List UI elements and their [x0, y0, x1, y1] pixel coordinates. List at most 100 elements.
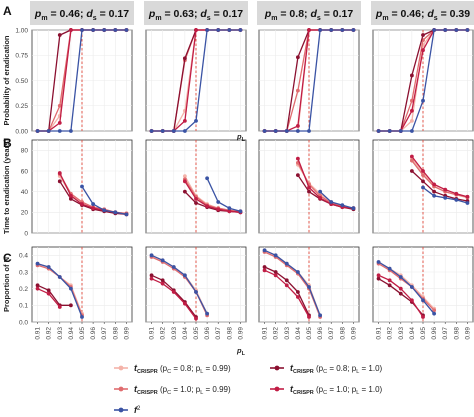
- strip-ds-symbol: d: [310, 8, 317, 20]
- data-point-f2: [307, 285, 311, 289]
- panel-C-facet-2: 0.91 0.92 0.93 0.94 0.95 0.96 0.97 0.98 0.99: [145, 246, 247, 340]
- data-point-tc_1.0_1.0: [398, 286, 403, 291]
- strip-ds-sub: s: [317, 15, 321, 22]
- legend-label: f2: [134, 405, 141, 415]
- data-point-tc_1.0_1.0: [409, 108, 414, 113]
- strip-pm-sub: m: [41, 15, 47, 22]
- data-point-f2: [387, 129, 392, 133]
- strip-ds-sub: s: [93, 15, 97, 22]
- data-point-tc_0.8_1.0: [57, 33, 62, 37]
- legend-pc-val: = 0.8; p: [171, 364, 201, 373]
- data-point-tc_0.8_1.0: [295, 290, 300, 294]
- panel-B-facet-3: [258, 139, 360, 234]
- data-point-f2: [102, 208, 107, 213]
- strip-pm-symbol: p: [264, 8, 272, 20]
- data-point-tc_1.0_1.0: [57, 171, 62, 175]
- data-point-tc_1.0_1.0: [171, 290, 176, 294]
- data-point-f2: [340, 28, 345, 32]
- x-tick-label: 0.99: [123, 327, 130, 340]
- data-point-f2: [113, 28, 118, 32]
- data-point-f2: [205, 311, 210, 316]
- legend-sub: CRISPR: [137, 369, 158, 375]
- x-axis-title-top: pL: [236, 132, 246, 143]
- x-tick-label: 0.93: [284, 327, 291, 340]
- data-point-f2: [205, 28, 210, 32]
- data-point-tc_0.8_1.0: [387, 283, 392, 288]
- data-point-tc_0.8_1.0: [57, 179, 62, 184]
- data-point-f2: [262, 129, 267, 133]
- facet-strip-label-2: pm = 0.63; ds = 0.17: [148, 8, 243, 22]
- legend-item-tc_1.0_1.0: tCRISPR (pC = 1.0; pL = 1.0): [270, 384, 383, 396]
- data-point-f2: [465, 201, 470, 205]
- data-point-tc_1.0_1.0: [454, 191, 459, 196]
- data-point-tc_1.0_1.0: [307, 315, 311, 319]
- data-point-tc_1.0_1.0: [409, 154, 414, 159]
- facet-strip-2: [144, 1, 248, 25]
- y-tick-label-B: 20: [21, 210, 29, 217]
- data-point-tc_0.8_1.0: [46, 288, 51, 293]
- data-point-tc_1.0_1.0: [80, 202, 84, 206]
- y-tick-label-A: 1.00: [15, 27, 28, 34]
- data-point-f2: [238, 209, 243, 214]
- data-point-tc_1.0_1.0: [376, 273, 381, 278]
- panel-A-facet-4: [372, 28, 474, 133]
- legend-swatch-point: [274, 386, 280, 392]
- x-tick-label: 0.99: [464, 327, 471, 340]
- data-point-tc_0.8_1.0: [398, 291, 403, 296]
- data-point-f2: [124, 212, 129, 217]
- data-point-f2: [398, 129, 403, 133]
- data-point-f2: [318, 313, 323, 318]
- panel-B-facet-2: [145, 139, 247, 234]
- data-point-f2: [421, 298, 425, 303]
- data-point-tc_1.0_0.99: [409, 158, 414, 163]
- data-point-tc_0.8_0.99: [409, 119, 414, 123]
- data-point-f2: [454, 28, 459, 32]
- legend-label: tCRISPR (pC = 0.8; pL = 0.99): [134, 363, 231, 375]
- data-point-f2: [421, 185, 425, 190]
- panel-C-facet-1: 0.91 0.92 0.93 0.94 0.95 0.96 0.97 0.98 0.99: [31, 246, 133, 340]
- legend-item-f2: f2: [114, 405, 141, 415]
- data-point-tc_1.0_0.99: [409, 98, 414, 103]
- data-point-f2: [194, 119, 198, 123]
- x-axis-title-bottom: pL: [236, 346, 246, 357]
- data-point-tc_1.0_0.99: [432, 308, 437, 313]
- data-point-f2: [57, 275, 62, 279]
- strip-pm-sub: m: [155, 15, 161, 22]
- x-tick-label: 0.97: [101, 327, 108, 340]
- legend-pc-val: = 0.8; p: [327, 364, 357, 373]
- x-tick-label: 0.98: [339, 327, 346, 340]
- data-point-f2: [68, 129, 73, 133]
- strip-ds-sub: s: [207, 15, 211, 22]
- legend-sub: CRISPR: [137, 390, 158, 396]
- data-point-tc_1.0_1.0: [194, 316, 198, 321]
- series-line-f2: [206, 177, 241, 212]
- y-tick-label-B: 0: [24, 230, 28, 237]
- data-point-f2: [443, 195, 448, 200]
- x-axis-title-bottom-sub: L: [242, 351, 246, 357]
- data-point-f2: [340, 203, 345, 208]
- x-tick-label: 0.99: [237, 327, 244, 340]
- data-point-tc_1.0_1.0: [421, 48, 425, 53]
- data-point-f2: [205, 176, 210, 181]
- data-point-tc_0.8_1.0: [35, 283, 40, 288]
- x-axis-title-bottom-symbol: p: [236, 346, 242, 355]
- data-point-f2: [91, 202, 96, 206]
- legend-sub: CRISPR: [293, 390, 314, 396]
- x-tick-label: 0.94: [295, 327, 302, 340]
- x-tick-label: 0.92: [160, 327, 167, 340]
- legend-name: t: [290, 363, 294, 373]
- legend-pl-sub: L: [200, 390, 203, 396]
- data-point-tc_1.0_1.0: [35, 286, 40, 291]
- legend-params: (p: [314, 364, 324, 373]
- x-tick-label: 0.91: [376, 327, 383, 340]
- data-point-tc_1.0_1.0: [465, 194, 470, 199]
- data-point-f2: [376, 129, 381, 133]
- strip-ds-symbol: d: [200, 8, 207, 20]
- y-tick-label-A: 0.50: [15, 78, 28, 85]
- legend-pc-val: = 1.0; p: [327, 385, 357, 394]
- legend-pc-sub: C: [167, 369, 171, 375]
- legend-pl-sub: L: [200, 369, 203, 375]
- data-point-tc_1.0_0.99: [57, 103, 62, 108]
